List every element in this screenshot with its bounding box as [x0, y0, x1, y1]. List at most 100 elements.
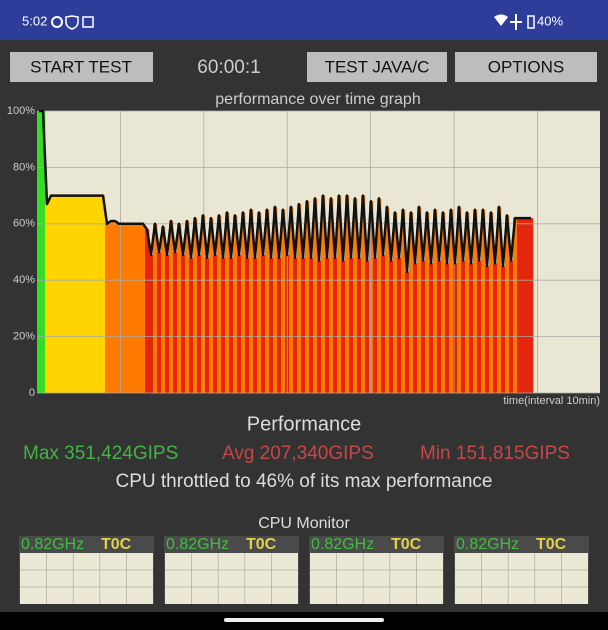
performance-bar — [185, 220, 190, 393]
x-axis-label: time(interval 10min) — [503, 395, 600, 407]
performance-bar — [461, 260, 466, 393]
performance-bar — [241, 212, 246, 393]
options-button-label[interactable]: OPTIONS — [488, 57, 565, 76]
performance-bar — [257, 212, 262, 393]
performance-bar — [369, 201, 374, 393]
performance-bar — [225, 212, 230, 393]
cpu-monitor-title: CPU Monitor — [258, 515, 350, 532]
performance-bar — [221, 257, 226, 393]
performance-bar — [441, 212, 446, 393]
performance-bar — [481, 209, 486, 393]
performance-bar — [429, 263, 434, 393]
y-tick-label: 0 — [29, 387, 35, 399]
performance-bar — [189, 257, 194, 393]
performance-bar — [345, 195, 350, 393]
start-button-label[interactable]: START TEST — [30, 57, 132, 76]
performance-bar — [337, 195, 342, 393]
performance-bar — [445, 263, 450, 393]
core-temperature: T0C — [391, 536, 422, 553]
performance-bar — [377, 198, 382, 393]
status-battery: 40% — [537, 13, 563, 28]
core-graph — [455, 553, 588, 604]
performance-bar — [57, 195, 62, 393]
performance-bar — [405, 271, 410, 393]
timer: 60:00:1 — [197, 57, 260, 78]
core-graph — [165, 553, 298, 604]
performance-bar — [317, 260, 322, 393]
performance-bar — [361, 195, 366, 393]
performance-bar — [133, 223, 138, 393]
performance-bar — [489, 212, 494, 393]
cpu-cores: 0.82GHz T0C 0.82GHz T0C 0.82GHz T0C 0.82GHz T0C — [19, 536, 589, 604]
performance-bar — [373, 257, 378, 393]
performance-bar — [217, 215, 222, 393]
nav-handle[interactable] — [224, 618, 384, 622]
performance-bar — [289, 206, 294, 393]
performance-bar — [433, 209, 438, 393]
graph-title: performance over time graph — [215, 91, 420, 108]
performance-bar — [149, 254, 154, 393]
performance-bar — [417, 206, 422, 393]
performance-bar — [297, 204, 302, 393]
core-temperature: T0C — [101, 536, 132, 553]
performance-bar — [273, 206, 278, 393]
status-icon — [82, 16, 94, 28]
options-button[interactable] — [455, 52, 597, 82]
performance-bar — [45, 204, 50, 393]
performance-bar — [425, 212, 430, 393]
airplane-icon — [510, 14, 522, 30]
performance-bar — [309, 257, 314, 393]
start-button[interactable] — [10, 52, 153, 82]
test-button-label[interactable]: TEST JAVA/C — [325, 57, 430, 76]
performance-bar — [313, 198, 318, 393]
core-graph — [20, 553, 153, 604]
performance-bar — [49, 195, 54, 393]
performance-bar — [381, 254, 386, 393]
performance-bar — [209, 218, 214, 393]
y-tick-label: 60% — [13, 218, 35, 230]
performance-line — [39, 109, 531, 273]
performance-bar — [121, 223, 126, 393]
y-tick-label: 40% — [13, 274, 35, 286]
performance-bar — [141, 223, 146, 393]
performance-bar — [265, 209, 270, 393]
performance-bar — [253, 257, 258, 393]
y-tick-label: 20% — [13, 331, 35, 343]
performance-bar — [505, 215, 510, 393]
performance-bar — [129, 223, 134, 393]
performance-bar — [393, 212, 398, 393]
y-tick-label: 100% — [7, 105, 35, 117]
performance-bar — [269, 257, 274, 393]
performance-bar — [465, 212, 470, 393]
performance-bar — [349, 257, 354, 393]
performance-bar — [245, 257, 250, 393]
core-frequency: 0.82GHz — [311, 536, 374, 553]
core-frequency: 0.82GHz — [456, 536, 519, 553]
performance-bar — [93, 195, 98, 393]
performance-bar — [161, 226, 166, 393]
core-frequency: 0.82GHz — [21, 536, 84, 553]
performance-bar — [169, 220, 174, 393]
performance-bar — [193, 218, 198, 393]
performance-bar — [469, 263, 474, 393]
performance-bar — [61, 195, 66, 393]
performance-bar — [321, 195, 326, 393]
performance-bar — [485, 266, 490, 393]
performance-bar — [213, 254, 218, 393]
performance-bar — [249, 209, 254, 393]
performance-bar — [357, 257, 362, 393]
performance-bar — [89, 195, 94, 393]
status-bar — [0, 0, 608, 40]
performance-bar — [325, 257, 330, 393]
plot: 100% 80% 60% 40% 20% 0 — [7, 105, 600, 399]
performance-bar — [201, 215, 206, 393]
performance-bar — [413, 263, 418, 393]
performance-bar — [177, 223, 182, 393]
test-button[interactable] — [307, 52, 447, 82]
performance-bar — [333, 257, 338, 393]
performance-bar — [341, 260, 346, 393]
performance-title: Performance — [247, 413, 362, 435]
performance-bar — [513, 218, 518, 393]
performance-bar — [365, 260, 370, 393]
